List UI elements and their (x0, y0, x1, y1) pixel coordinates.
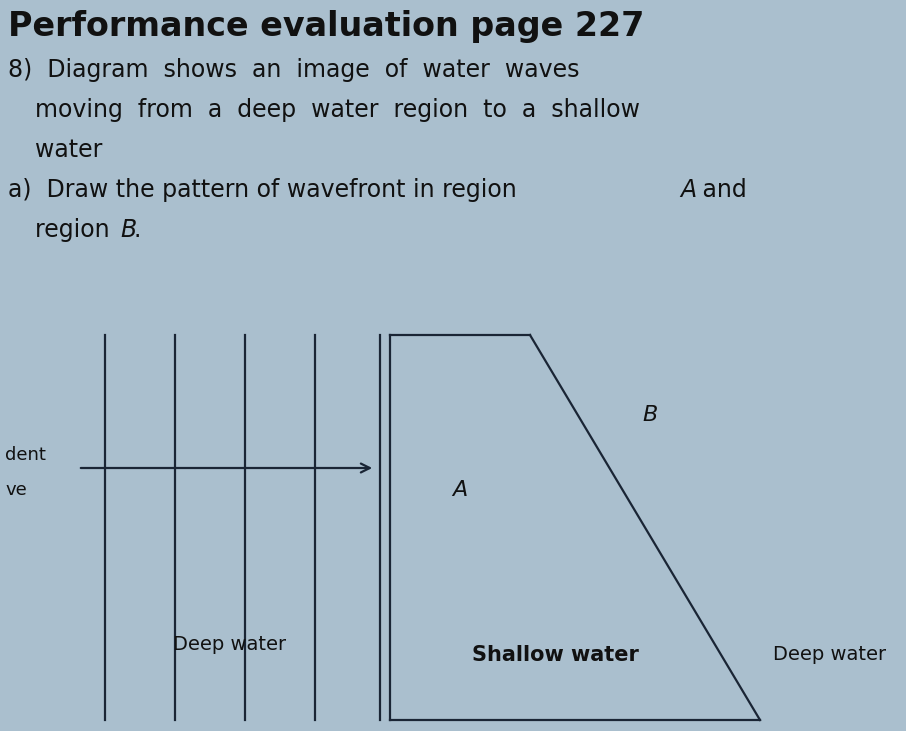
Text: Performance evaluation page 227: Performance evaluation page 227 (8, 10, 644, 43)
Text: Deep water: Deep water (774, 645, 887, 664)
Text: 8)  Diagram  shows  an  image  of  water  waves: 8) Diagram shows an image of water waves (8, 58, 580, 82)
Text: water: water (35, 138, 102, 162)
Text: Shallow water: Shallow water (471, 645, 639, 665)
Text: B: B (120, 218, 136, 242)
Text: A: A (452, 480, 467, 500)
Text: region: region (35, 218, 117, 242)
Text: A: A (680, 178, 696, 202)
Text: Deep water: Deep water (173, 635, 286, 654)
Text: moving  from  a  deep  water  region  to  a  shallow: moving from a deep water region to a sha… (35, 98, 640, 122)
Text: and: and (695, 178, 747, 202)
Text: .: . (133, 218, 140, 242)
Text: ve: ve (5, 481, 27, 499)
Text: a)  Draw the pattern of wavefront in region: a) Draw the pattern of wavefront in regi… (8, 178, 525, 202)
Text: B: B (642, 405, 658, 425)
Text: dent: dent (5, 446, 46, 464)
